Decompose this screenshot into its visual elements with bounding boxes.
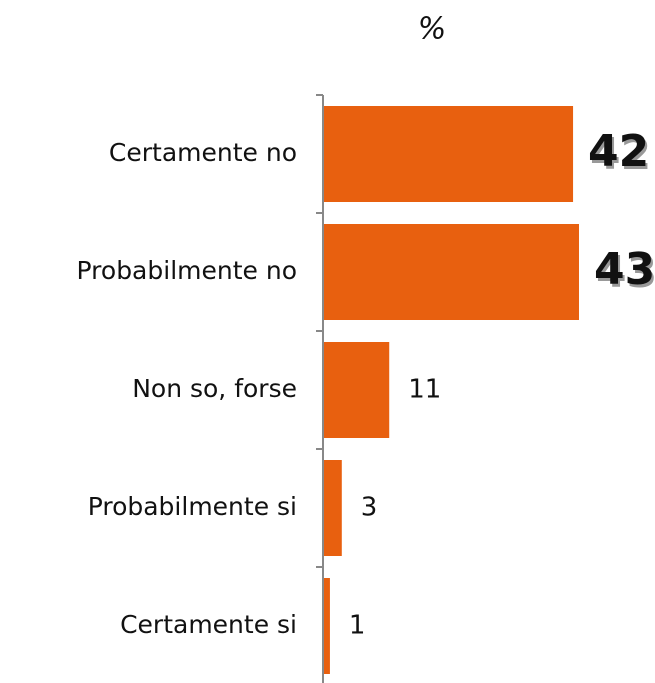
value-label: 11 xyxy=(408,375,441,405)
category-label: Certamente no xyxy=(109,138,297,167)
bar xyxy=(324,106,574,202)
category-label: Probabilmente no xyxy=(77,256,297,285)
chart-title: % xyxy=(418,12,447,47)
bar xyxy=(324,342,390,438)
value-label-shadow: 42 xyxy=(590,129,651,180)
bar xyxy=(324,578,330,674)
value-label: 43 xyxy=(594,244,655,295)
value-label: 1 xyxy=(349,611,366,641)
bar xyxy=(324,460,342,556)
value-label: 42 xyxy=(588,126,649,177)
category-label: Non so, forse xyxy=(132,374,297,403)
category-label: Probabilmente si xyxy=(88,492,297,521)
bar xyxy=(324,224,579,320)
category-label: Certamente si xyxy=(120,610,297,639)
value-label: 3 xyxy=(361,493,378,523)
value-label-shadow: 43 xyxy=(596,247,655,298)
